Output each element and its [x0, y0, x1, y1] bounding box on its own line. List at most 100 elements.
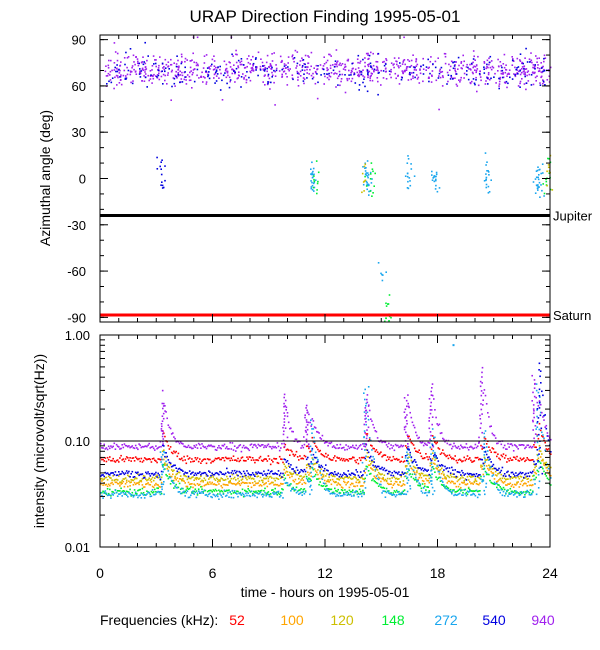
- intensity-burst-point: [160, 445, 162, 448]
- intensity-point: [165, 473, 167, 476]
- intensity-point: [510, 471, 513, 474]
- intensity-point: [361, 448, 363, 450]
- azimuth-point: [342, 68, 345, 70]
- intensity-point: [241, 456, 244, 458]
- azimuth-point: [196, 63, 199, 66]
- azimuth-point: [288, 69, 290, 72]
- azimuth-point: [472, 50, 475, 52]
- azimuth-point: [195, 61, 198, 64]
- intensity-point: [221, 478, 224, 480]
- azimuth-point: [111, 69, 113, 72]
- azimuth-point: [344, 74, 346, 76]
- azimuth-point: [133, 68, 135, 71]
- intensity-point: [380, 483, 382, 486]
- intensity-point: [292, 430, 294, 433]
- azimuth-point: [343, 66, 346, 69]
- intensity-point: [212, 474, 215, 476]
- intensity-point: [533, 474, 535, 477]
- azimuth-point: [384, 71, 387, 73]
- intensity-y-tick-label: 0.10: [65, 434, 90, 449]
- intensity-burst-point: [364, 487, 367, 489]
- azimuth-point: [475, 76, 477, 79]
- intensity-burst-point: [305, 438, 308, 441]
- intensity-point: [469, 490, 471, 492]
- intensity-point: [181, 479, 183, 482]
- intensity-point: [237, 490, 239, 493]
- azimuth-point: [153, 63, 155, 65]
- azimuth-point: [159, 56, 161, 58]
- intensity-point: [169, 462, 172, 464]
- intensity-point: [130, 481, 132, 483]
- intensity-point: [341, 494, 344, 497]
- azimuth-point: [130, 81, 132, 84]
- azimuth-point: [542, 172, 544, 174]
- intensity-point: [433, 398, 435, 400]
- intensity-burst-point: [481, 431, 483, 434]
- intensity-point: [473, 480, 476, 483]
- intensity-point: [290, 472, 292, 475]
- intensity-point: [337, 478, 339, 480]
- intensity-point: [451, 480, 453, 483]
- intensity-point: [267, 455, 270, 457]
- azimuth-point: [546, 184, 548, 187]
- azimuth-point: [275, 69, 278, 72]
- azimuth-point: [271, 53, 273, 55]
- intensity-point: [394, 443, 397, 446]
- azimuth-point: [202, 67, 205, 69]
- intensity-point: [137, 473, 139, 475]
- intensity-point: [340, 486, 343, 488]
- intensity-point: [418, 449, 420, 451]
- intensity-point: [425, 469, 427, 471]
- intensity-point: [224, 447, 227, 450]
- intensity-point: [223, 459, 226, 462]
- azimuth-point: [329, 67, 332, 69]
- intensity-point: [178, 491, 181, 493]
- intensity-point: [320, 464, 323, 467]
- intensity-point: [445, 467, 447, 470]
- intensity-point: [361, 456, 363, 459]
- intensity-point: [435, 457, 437, 460]
- azimuth-point: [489, 78, 491, 81]
- intensity-y-tick-label: 1.00: [65, 328, 90, 343]
- azimuth-point: [506, 86, 508, 89]
- intensity-point: [204, 446, 207, 448]
- intensity-point: [278, 484, 281, 487]
- azimuth-point: [326, 67, 328, 69]
- intensity-point: [179, 475, 182, 477]
- intensity-point: [475, 482, 478, 485]
- intensity-point: [488, 473, 490, 476]
- azimuth-point: [535, 170, 538, 172]
- intensity-point: [452, 469, 454, 471]
- intensity-point: [177, 486, 180, 489]
- intensity-point: [472, 447, 474, 450]
- intensity-point: [124, 483, 127, 485]
- intensity-point: [327, 444, 329, 447]
- intensity-burst-point: [313, 441, 315, 443]
- intensity-burst-point: [403, 411, 406, 413]
- intensity-point: [280, 477, 282, 479]
- intensity-burst-point: [406, 422, 408, 425]
- intensity-point: [145, 483, 147, 486]
- intensity-burst-point: [538, 433, 540, 436]
- azimuth-point: [537, 176, 539, 179]
- intensity-point: [388, 458, 390, 461]
- intensity-point: [250, 459, 253, 461]
- intensity-point: [201, 485, 203, 488]
- azimuth-point: [535, 176, 538, 179]
- intensity-point: [471, 446, 473, 449]
- azimuth-point: [263, 75, 266, 77]
- azimuth-point: [131, 65, 134, 67]
- intensity-point: [281, 492, 283, 494]
- intensity-point: [120, 481, 122, 483]
- intensity-point: [172, 481, 174, 484]
- azimuth-point: [250, 67, 253, 69]
- intensity-point: [220, 485, 222, 487]
- intensity-point: [426, 494, 428, 497]
- azimuth-point: [320, 74, 322, 76]
- intensity-point: [420, 490, 423, 492]
- intensity-point: [409, 451, 411, 454]
- azimuth-point: [240, 58, 243, 60]
- intensity-point: [355, 444, 357, 447]
- intensity-point: [269, 470, 272, 473]
- azimuth-point: [348, 77, 350, 80]
